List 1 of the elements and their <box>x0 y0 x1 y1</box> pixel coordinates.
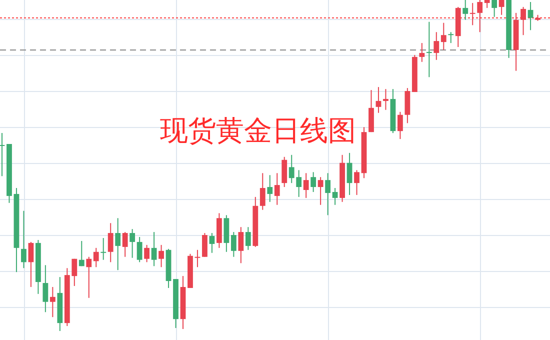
title: 现货黄金日线图 <box>160 114 356 147</box>
